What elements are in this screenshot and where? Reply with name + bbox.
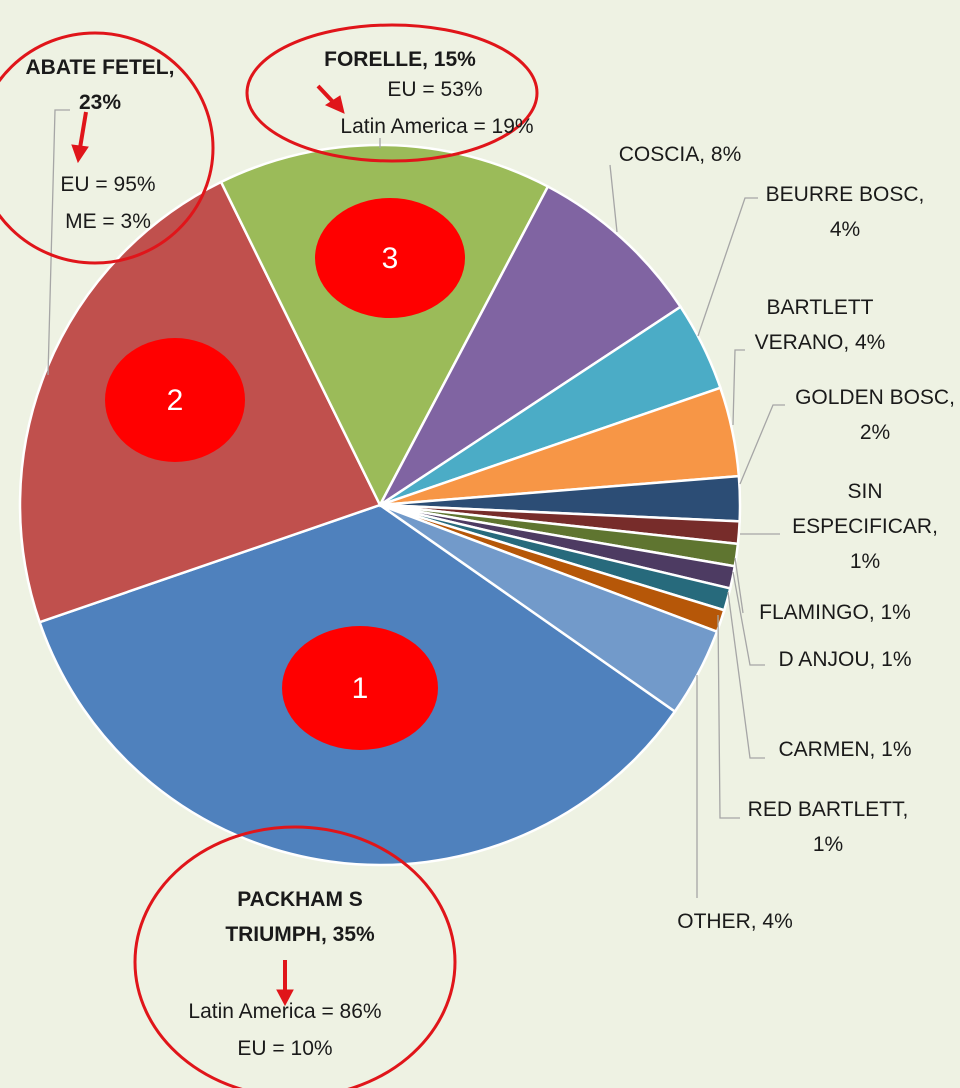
- pie-slice: [379, 503, 719, 714]
- annotation: 2: [167, 384, 184, 417]
- annotation: Latin America = 19%: [340, 115, 533, 138]
- callout-ring: [0, 31, 215, 265]
- slice-label: GOLDEN BOSC, 2%: [795, 386, 955, 444]
- leader-line: [717, 614, 740, 819]
- leader-line: [739, 404, 785, 485]
- arrow-head: [324, 95, 345, 114]
- arrow: [316, 84, 336, 105]
- slice-label: FLAMINGO, 1%: [759, 601, 911, 624]
- slice-label: FORELLE, 15%: [324, 48, 476, 71]
- slice-label: BEURRE BOSC, 4%: [766, 183, 925, 241]
- slice-label: SIN ESPECIFICAR, 1%: [792, 480, 938, 573]
- leader-lines: [47, 109, 785, 898]
- annotation: Latin America = 86%: [188, 1000, 381, 1023]
- badge: [105, 338, 245, 462]
- pie: [18, 143, 742, 867]
- pie-slice: [378, 184, 683, 507]
- badge: [315, 198, 465, 318]
- leader-line: [47, 109, 70, 376]
- slice-label: D ANJOU, 1%: [778, 648, 911, 671]
- annotation: ME = 3%: [65, 210, 151, 233]
- pie-slice: [219, 143, 550, 508]
- leader-line: [609, 164, 618, 233]
- arrow-head: [276, 989, 294, 1007]
- slice-label: PACKHAM S TRIUMPH, 35%: [225, 888, 375, 946]
- leader-line: [727, 591, 765, 759]
- annotation: 1: [352, 672, 369, 705]
- slice-label: CARMEN, 1%: [778, 738, 911, 761]
- arrows: [71, 84, 345, 1007]
- slice-label: OTHER, 4%: [677, 910, 793, 933]
- annotation: EU = 95%: [60, 173, 155, 196]
- arrow: [78, 111, 88, 149]
- annotation: EU = 53%: [387, 78, 482, 101]
- annotation: 3: [382, 242, 399, 275]
- callout-ring: [133, 825, 457, 1088]
- leader-line: [697, 197, 758, 337]
- badge: [282, 626, 438, 750]
- callouts: [0, 23, 539, 1088]
- leader-line: [732, 349, 745, 426]
- arrow-head: [71, 144, 89, 164]
- slice-label: RED BARTLETT, 1%: [748, 798, 909, 856]
- leader-line: [734, 557, 744, 614]
- callout-ring: [245, 23, 539, 163]
- slice-label: COSCIA, 8%: [619, 143, 742, 166]
- annotation: EU = 10%: [237, 1037, 332, 1060]
- labels: PACKHAM S TRIUMPH, 35% ABATE FETEL, 23% FORE…: [26, 48, 955, 1060]
- slice-label: BARTLETT VERANO, 4%: [755, 296, 886, 354]
- slice-label: ABATE FETEL, 23%: [26, 56, 175, 114]
- leader-line: [732, 571, 765, 666]
